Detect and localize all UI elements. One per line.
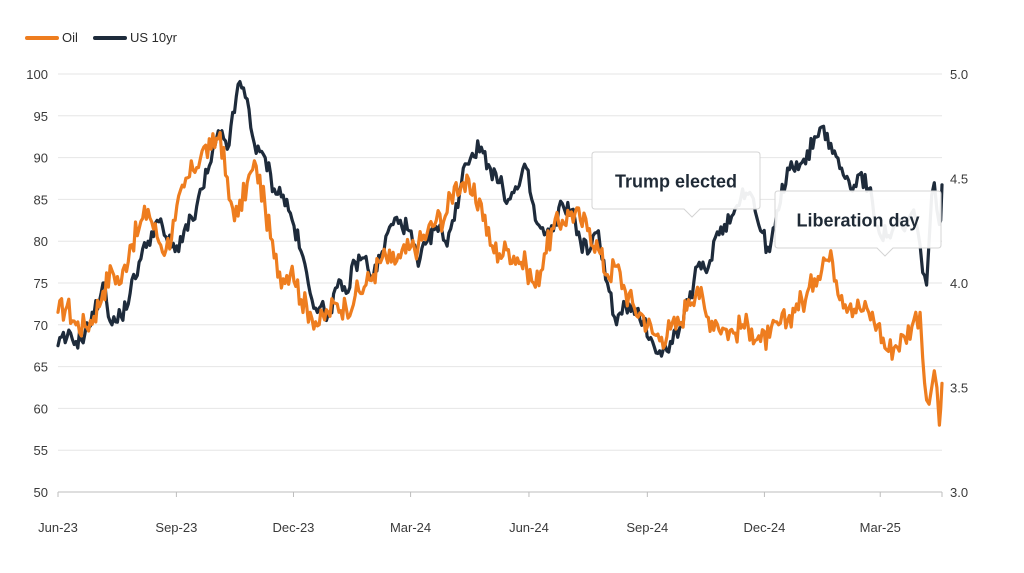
left-axis-ticks: 50 55 60 65 70 75 80 85 90 95 100 <box>26 67 48 500</box>
left-tick-label: 90 <box>34 151 48 166</box>
legend-label-us10yr: US 10yr <box>130 30 178 45</box>
series-layer <box>56 80 944 427</box>
x-tick-label: Mar-25 <box>860 520 901 535</box>
annotations: Trump elected Liberation day <box>591 151 942 257</box>
series-line-oil <box>56 130 944 427</box>
left-tick-label: 55 <box>34 443 48 458</box>
gridlines <box>58 73 942 451</box>
series-line-us10yr <box>56 80 944 358</box>
annotation-liberation-day: Liberation day <box>774 190 942 257</box>
right-tick-label: 5.0 <box>950 67 968 82</box>
right-tick-label: 4.0 <box>950 276 968 291</box>
left-tick-label: 60 <box>34 401 48 416</box>
left-tick-label: 100 <box>26 67 48 82</box>
left-tick-label: 65 <box>34 360 48 375</box>
left-tick-label: 85 <box>34 192 48 207</box>
x-tick-label: Sep-23 <box>155 520 197 535</box>
x-tick-label: Dec-23 <box>273 520 315 535</box>
left-tick-label: 75 <box>34 276 48 291</box>
left-tick-label: 50 <box>34 485 48 500</box>
x-tick-label: Jun-24 <box>509 520 549 535</box>
x-tick-label: Jun-23 <box>38 520 78 535</box>
right-tick-label: 3.0 <box>950 485 968 500</box>
annotation-trump-elected: Trump elected <box>591 151 761 218</box>
x-tick-label: Mar-24 <box>390 520 431 535</box>
callout-label: Trump elected <box>615 172 737 192</box>
right-axis-ticks: 3.0 3.5 4.0 4.5 5.0 <box>950 67 968 500</box>
x-tick-label: Sep-24 <box>626 520 668 535</box>
left-tick-label: 80 <box>34 234 48 249</box>
x-axis: Jun-23 Sep-23 Dec-23 Mar-24 Jun-24 Sep-24 Dec-… <box>38 491 943 535</box>
legend: Oil US 10yr <box>25 30 178 45</box>
left-tick-label: 70 <box>34 318 48 333</box>
callout-box <box>774 190 942 257</box>
right-tick-label: 4.5 <box>950 172 968 187</box>
left-tick-label: 95 <box>34 109 48 124</box>
callout-label: Liberation day <box>796 211 919 231</box>
legend-label-oil: Oil <box>62 30 78 45</box>
right-tick-label: 3.5 <box>950 381 968 396</box>
callout-box <box>591 151 761 218</box>
x-tick-label: Dec-24 <box>743 520 785 535</box>
